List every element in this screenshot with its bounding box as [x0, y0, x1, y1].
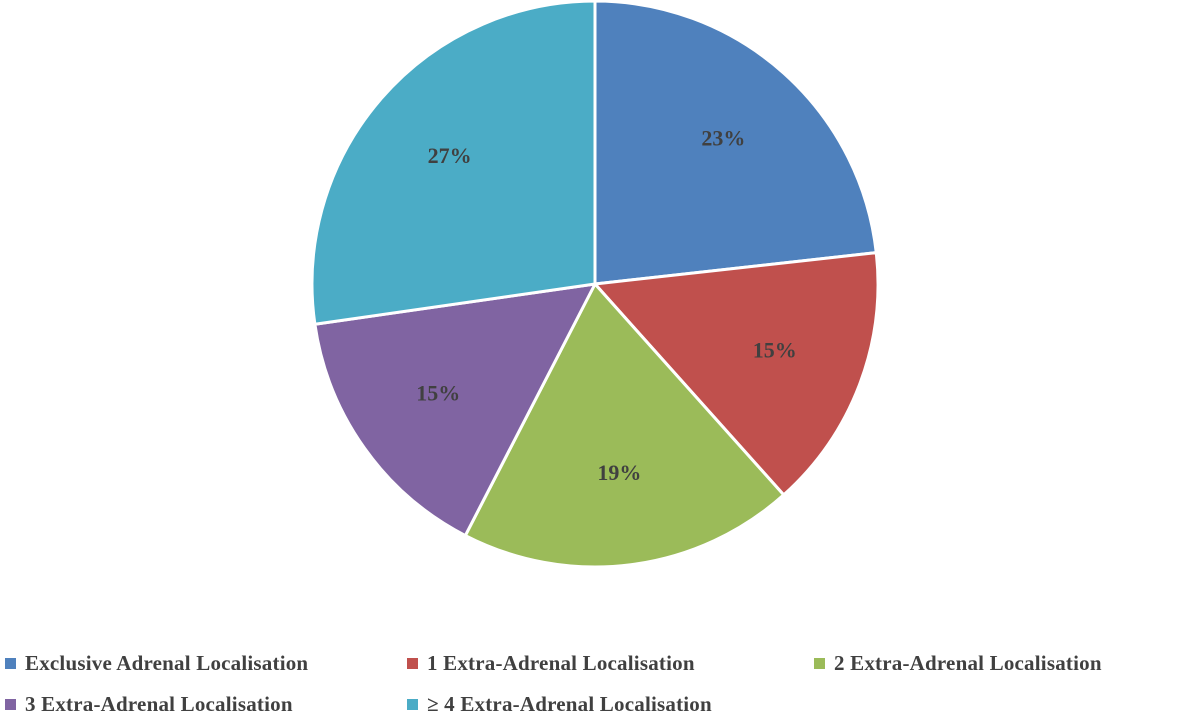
legend-item-2-extra-adrenal: 2 Extra-Adrenal Localisation [814, 648, 1102, 678]
pie-slice-3-extra-adrenal-localisation [313, 282, 597, 538]
pie-chart-plot: 23% 15% 19% 15% 27% [310, 0, 880, 569]
pie-slice-2-extra-adrenal-localisation [463, 282, 786, 569]
legend-swatch [814, 657, 825, 669]
pie-slice-exclusive-adrenal-localisation [593, 0, 878, 286]
legend-label: 2 Extra-Adrenal Localisation [834, 650, 1102, 675]
legend-label: 1 Extra-Adrenal Localisation [427, 650, 695, 675]
legend-item-1-extra-adrenal: 1 Extra-Adrenal Localisation [407, 648, 695, 678]
data-label-1-extra-adrenal-localisation: 15% [753, 338, 797, 363]
pie-slice-gte-4-extra-adrenal-localisation [310, 0, 597, 326]
legend-row-2: 3 Extra-Adrenal Localisation ≥ 4 Extra-A… [0, 689, 1181, 719]
legend-item-4-plus-extra-adrenal: ≥ 4 Extra-Adrenal Localisation [407, 689, 712, 719]
legend-swatch [5, 698, 16, 710]
data-label-gte-4-extra-adrenal-localisation: 27% [428, 143, 472, 168]
legend-label: 3 Extra-Adrenal Localisation [25, 691, 293, 716]
legend-swatch [407, 657, 418, 669]
legend-label: ≥ 4 Extra-Adrenal Localisation [427, 691, 712, 716]
legend-swatch [407, 698, 418, 710]
legend-label: Exclusive Adrenal Localisation [25, 650, 309, 675]
legend-row-1: Exclusive Adrenal Localisation 1 Extra-A… [0, 648, 1181, 678]
data-label-exclusive-adrenal-localisation: 23% [701, 126, 745, 151]
legend-item-exclusive-adrenal: Exclusive Adrenal Localisation [5, 648, 308, 678]
data-label-3-extra-adrenal-localisation: 15% [416, 381, 460, 406]
data-label-2-extra-adrenal-localisation: 19% [597, 460, 641, 485]
legend-item-3-extra-adrenal: 3 Extra-Adrenal Localisation [5, 689, 293, 719]
pie-slice-1-extra-adrenal-localisation [593, 251, 880, 497]
legend-swatch [5, 657, 16, 669]
